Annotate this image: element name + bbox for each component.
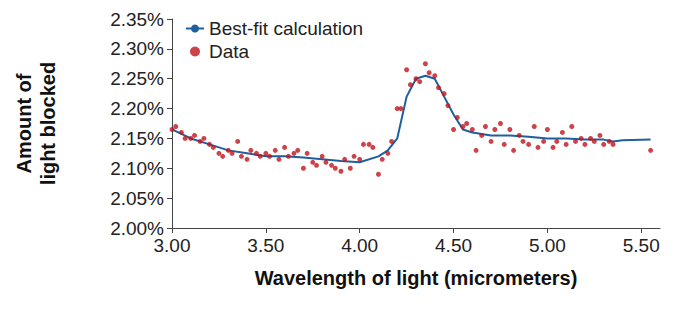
svg-text:Wavelength of light (micromete: Wavelength of light (micrometers): [255, 267, 578, 289]
svg-text:2.35%: 2.35%: [110, 9, 164, 30]
svg-text:Data: Data: [209, 41, 250, 62]
svg-text:3.50: 3.50: [247, 235, 284, 256]
svg-text:4.50: 4.50: [435, 235, 472, 256]
svg-text:2.25%: 2.25%: [110, 68, 164, 89]
svg-text:4.00: 4.00: [341, 235, 378, 256]
svg-text:2.00%: 2.00%: [110, 217, 164, 239]
svg-text:2.30%: 2.30%: [110, 38, 164, 59]
svg-text:2.15%: 2.15%: [110, 128, 164, 149]
svg-text:5.50: 5.50: [623, 235, 660, 256]
svg-text:2.05%: 2.05%: [110, 188, 164, 209]
svg-text:Best-fit calculation: Best-fit calculation: [209, 18, 363, 39]
svg-text:5.00: 5.00: [529, 235, 566, 256]
svg-text:2.20%: 2.20%: [110, 98, 164, 119]
svg-text:3.00: 3.00: [154, 235, 191, 256]
svg-text:Amount of: Amount of: [13, 73, 35, 173]
svg-text:light blocked: light blocked: [37, 62, 59, 185]
svg-text:2.10%: 2.10%: [110, 158, 164, 179]
